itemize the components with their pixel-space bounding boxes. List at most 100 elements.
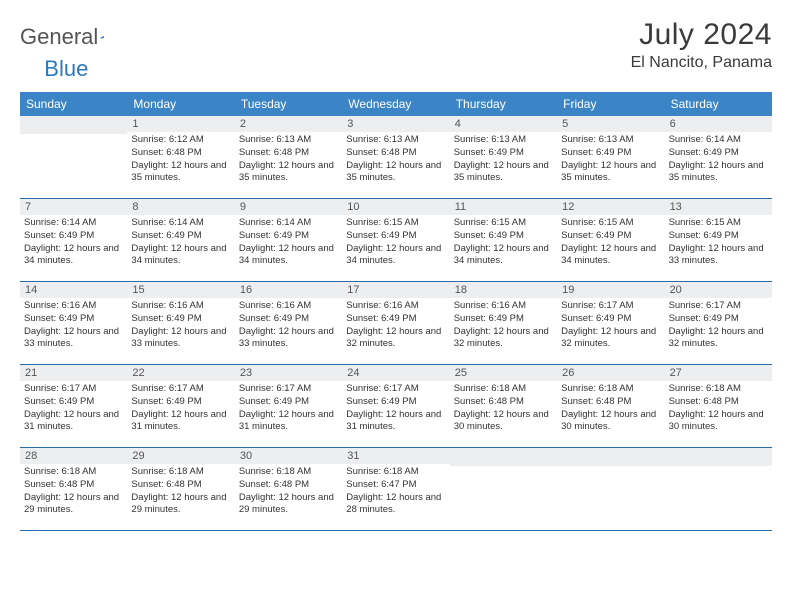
daylight-text: Daylight: 12 hours and 34 minutes. bbox=[346, 243, 445, 269]
day-11: 11Sunrise: 6:15 AMSunset: 6:49 PMDayligh… bbox=[450, 199, 557, 281]
sunset-text: Sunset: 6:49 PM bbox=[24, 313, 123, 326]
month-title: July 2024 bbox=[631, 18, 772, 52]
day-body: Sunrise: 6:17 AMSunset: 6:49 PMDaylight:… bbox=[235, 381, 342, 438]
sunrise-text: Sunrise: 6:14 AM bbox=[24, 217, 123, 230]
daylight-text: Daylight: 12 hours and 34 minutes. bbox=[239, 243, 338, 269]
day-23: 23Sunrise: 6:17 AMSunset: 6:49 PMDayligh… bbox=[235, 365, 342, 447]
week-row: 21Sunrise: 6:17 AMSunset: 6:49 PMDayligh… bbox=[20, 365, 772, 448]
day-body: Sunrise: 6:18 AMSunset: 6:47 PMDaylight:… bbox=[342, 464, 449, 521]
week-row: 14Sunrise: 6:16 AMSunset: 6:49 PMDayligh… bbox=[20, 282, 772, 365]
day-30: 30Sunrise: 6:18 AMSunset: 6:48 PMDayligh… bbox=[235, 448, 342, 530]
sunset-text: Sunset: 6:48 PM bbox=[561, 396, 660, 409]
day-13: 13Sunrise: 6:15 AMSunset: 6:49 PMDayligh… bbox=[665, 199, 772, 281]
daylight-text: Daylight: 12 hours and 35 minutes. bbox=[669, 160, 768, 186]
day-body: Sunrise: 6:16 AMSunset: 6:49 PMDaylight:… bbox=[127, 298, 234, 355]
sunrise-text: Sunrise: 6:17 AM bbox=[24, 383, 123, 396]
daylight-text: Daylight: 12 hours and 29 minutes. bbox=[24, 492, 123, 518]
daylight-text: Daylight: 12 hours and 34 minutes. bbox=[131, 243, 230, 269]
sunrise-text: Sunrise: 6:13 AM bbox=[346, 134, 445, 147]
day-8: 8Sunrise: 6:14 AMSunset: 6:49 PMDaylight… bbox=[127, 199, 234, 281]
dow-monday: Monday bbox=[127, 92, 234, 116]
daylight-text: Daylight: 12 hours and 28 minutes. bbox=[346, 492, 445, 518]
daylight-text: Daylight: 12 hours and 34 minutes. bbox=[454, 243, 553, 269]
sunrise-text: Sunrise: 6:14 AM bbox=[239, 217, 338, 230]
sunset-text: Sunset: 6:49 PM bbox=[131, 396, 230, 409]
sunrise-text: Sunrise: 6:15 AM bbox=[561, 217, 660, 230]
daylight-text: Daylight: 12 hours and 34 minutes. bbox=[561, 243, 660, 269]
daylight-text: Daylight: 12 hours and 34 minutes. bbox=[24, 243, 123, 269]
day-body bbox=[557, 466, 664, 526]
day-empty bbox=[20, 116, 127, 198]
day-number: 14 bbox=[20, 282, 127, 298]
logo: General bbox=[20, 18, 124, 50]
daylight-text: Daylight: 12 hours and 33 minutes. bbox=[669, 243, 768, 269]
sunset-text: Sunset: 6:49 PM bbox=[346, 313, 445, 326]
day-body: Sunrise: 6:17 AMSunset: 6:49 PMDaylight:… bbox=[127, 381, 234, 438]
day-body: Sunrise: 6:13 AMSunset: 6:48 PMDaylight:… bbox=[235, 132, 342, 189]
day-body: Sunrise: 6:18 AMSunset: 6:48 PMDaylight:… bbox=[20, 464, 127, 521]
dow-friday: Friday bbox=[557, 92, 664, 116]
day-number: 6 bbox=[665, 116, 772, 132]
day-body: Sunrise: 6:15 AMSunset: 6:49 PMDaylight:… bbox=[450, 215, 557, 272]
day-of-week-header: SundayMondayTuesdayWednesdayThursdayFrid… bbox=[20, 92, 772, 116]
week-row: 1Sunrise: 6:12 AMSunset: 6:48 PMDaylight… bbox=[20, 116, 772, 199]
day-21: 21Sunrise: 6:17 AMSunset: 6:49 PMDayligh… bbox=[20, 365, 127, 447]
day-empty bbox=[665, 448, 772, 530]
sunrise-text: Sunrise: 6:15 AM bbox=[669, 217, 768, 230]
daylight-text: Daylight: 12 hours and 32 minutes. bbox=[346, 326, 445, 352]
day-number: 21 bbox=[20, 365, 127, 381]
sunset-text: Sunset: 6:49 PM bbox=[24, 230, 123, 243]
logo-text-blue: Blue bbox=[44, 56, 88, 82]
day-body: Sunrise: 6:15 AMSunset: 6:49 PMDaylight:… bbox=[342, 215, 449, 272]
sunset-text: Sunset: 6:49 PM bbox=[561, 147, 660, 160]
day-number: 11 bbox=[450, 199, 557, 215]
sunrise-text: Sunrise: 6:15 AM bbox=[454, 217, 553, 230]
day-body bbox=[450, 466, 557, 526]
daylight-text: Daylight: 12 hours and 35 minutes. bbox=[131, 160, 230, 186]
sunset-text: Sunset: 6:48 PM bbox=[346, 147, 445, 160]
daylight-text: Daylight: 12 hours and 35 minutes. bbox=[454, 160, 553, 186]
sunset-text: Sunset: 6:49 PM bbox=[346, 230, 445, 243]
day-number bbox=[20, 116, 127, 134]
logo-text-general: General bbox=[20, 24, 98, 50]
day-number: 28 bbox=[20, 448, 127, 464]
sunrise-text: Sunrise: 6:17 AM bbox=[131, 383, 230, 396]
day-number bbox=[450, 448, 557, 466]
dow-saturday: Saturday bbox=[665, 92, 772, 116]
day-26: 26Sunrise: 6:18 AMSunset: 6:48 PMDayligh… bbox=[557, 365, 664, 447]
sunrise-text: Sunrise: 6:18 AM bbox=[131, 466, 230, 479]
daylight-text: Daylight: 12 hours and 35 minutes. bbox=[561, 160, 660, 186]
day-number: 8 bbox=[127, 199, 234, 215]
day-body: Sunrise: 6:16 AMSunset: 6:49 PMDaylight:… bbox=[342, 298, 449, 355]
day-number bbox=[665, 448, 772, 466]
day-16: 16Sunrise: 6:16 AMSunset: 6:49 PMDayligh… bbox=[235, 282, 342, 364]
day-body: Sunrise: 6:15 AMSunset: 6:49 PMDaylight:… bbox=[557, 215, 664, 272]
sunrise-text: Sunrise: 6:18 AM bbox=[346, 466, 445, 479]
day-empty bbox=[450, 448, 557, 530]
dow-thursday: Thursday bbox=[450, 92, 557, 116]
sunrise-text: Sunrise: 6:17 AM bbox=[239, 383, 338, 396]
day-15: 15Sunrise: 6:16 AMSunset: 6:49 PMDayligh… bbox=[127, 282, 234, 364]
day-number: 22 bbox=[127, 365, 234, 381]
daylight-text: Daylight: 12 hours and 30 minutes. bbox=[561, 409, 660, 435]
sunrise-text: Sunrise: 6:17 AM bbox=[346, 383, 445, 396]
sunrise-text: Sunrise: 6:13 AM bbox=[454, 134, 553, 147]
day-number: 5 bbox=[557, 116, 664, 132]
day-5: 5Sunrise: 6:13 AMSunset: 6:49 PMDaylight… bbox=[557, 116, 664, 198]
day-number: 24 bbox=[342, 365, 449, 381]
day-body bbox=[665, 466, 772, 526]
day-body: Sunrise: 6:15 AMSunset: 6:49 PMDaylight:… bbox=[665, 215, 772, 272]
sunrise-text: Sunrise: 6:16 AM bbox=[239, 300, 338, 313]
sunset-text: Sunset: 6:48 PM bbox=[239, 147, 338, 160]
day-1: 1Sunrise: 6:12 AMSunset: 6:48 PMDaylight… bbox=[127, 116, 234, 198]
daylight-text: Daylight: 12 hours and 29 minutes. bbox=[239, 492, 338, 518]
day-body: Sunrise: 6:14 AMSunset: 6:49 PMDaylight:… bbox=[235, 215, 342, 272]
sunrise-text: Sunrise: 6:18 AM bbox=[454, 383, 553, 396]
daylight-text: Daylight: 12 hours and 33 minutes. bbox=[131, 326, 230, 352]
day-24: 24Sunrise: 6:17 AMSunset: 6:49 PMDayligh… bbox=[342, 365, 449, 447]
day-17: 17Sunrise: 6:16 AMSunset: 6:49 PMDayligh… bbox=[342, 282, 449, 364]
day-number: 23 bbox=[235, 365, 342, 381]
sunrise-text: Sunrise: 6:16 AM bbox=[24, 300, 123, 313]
daylight-text: Daylight: 12 hours and 31 minutes. bbox=[131, 409, 230, 435]
sunset-text: Sunset: 6:49 PM bbox=[239, 313, 338, 326]
